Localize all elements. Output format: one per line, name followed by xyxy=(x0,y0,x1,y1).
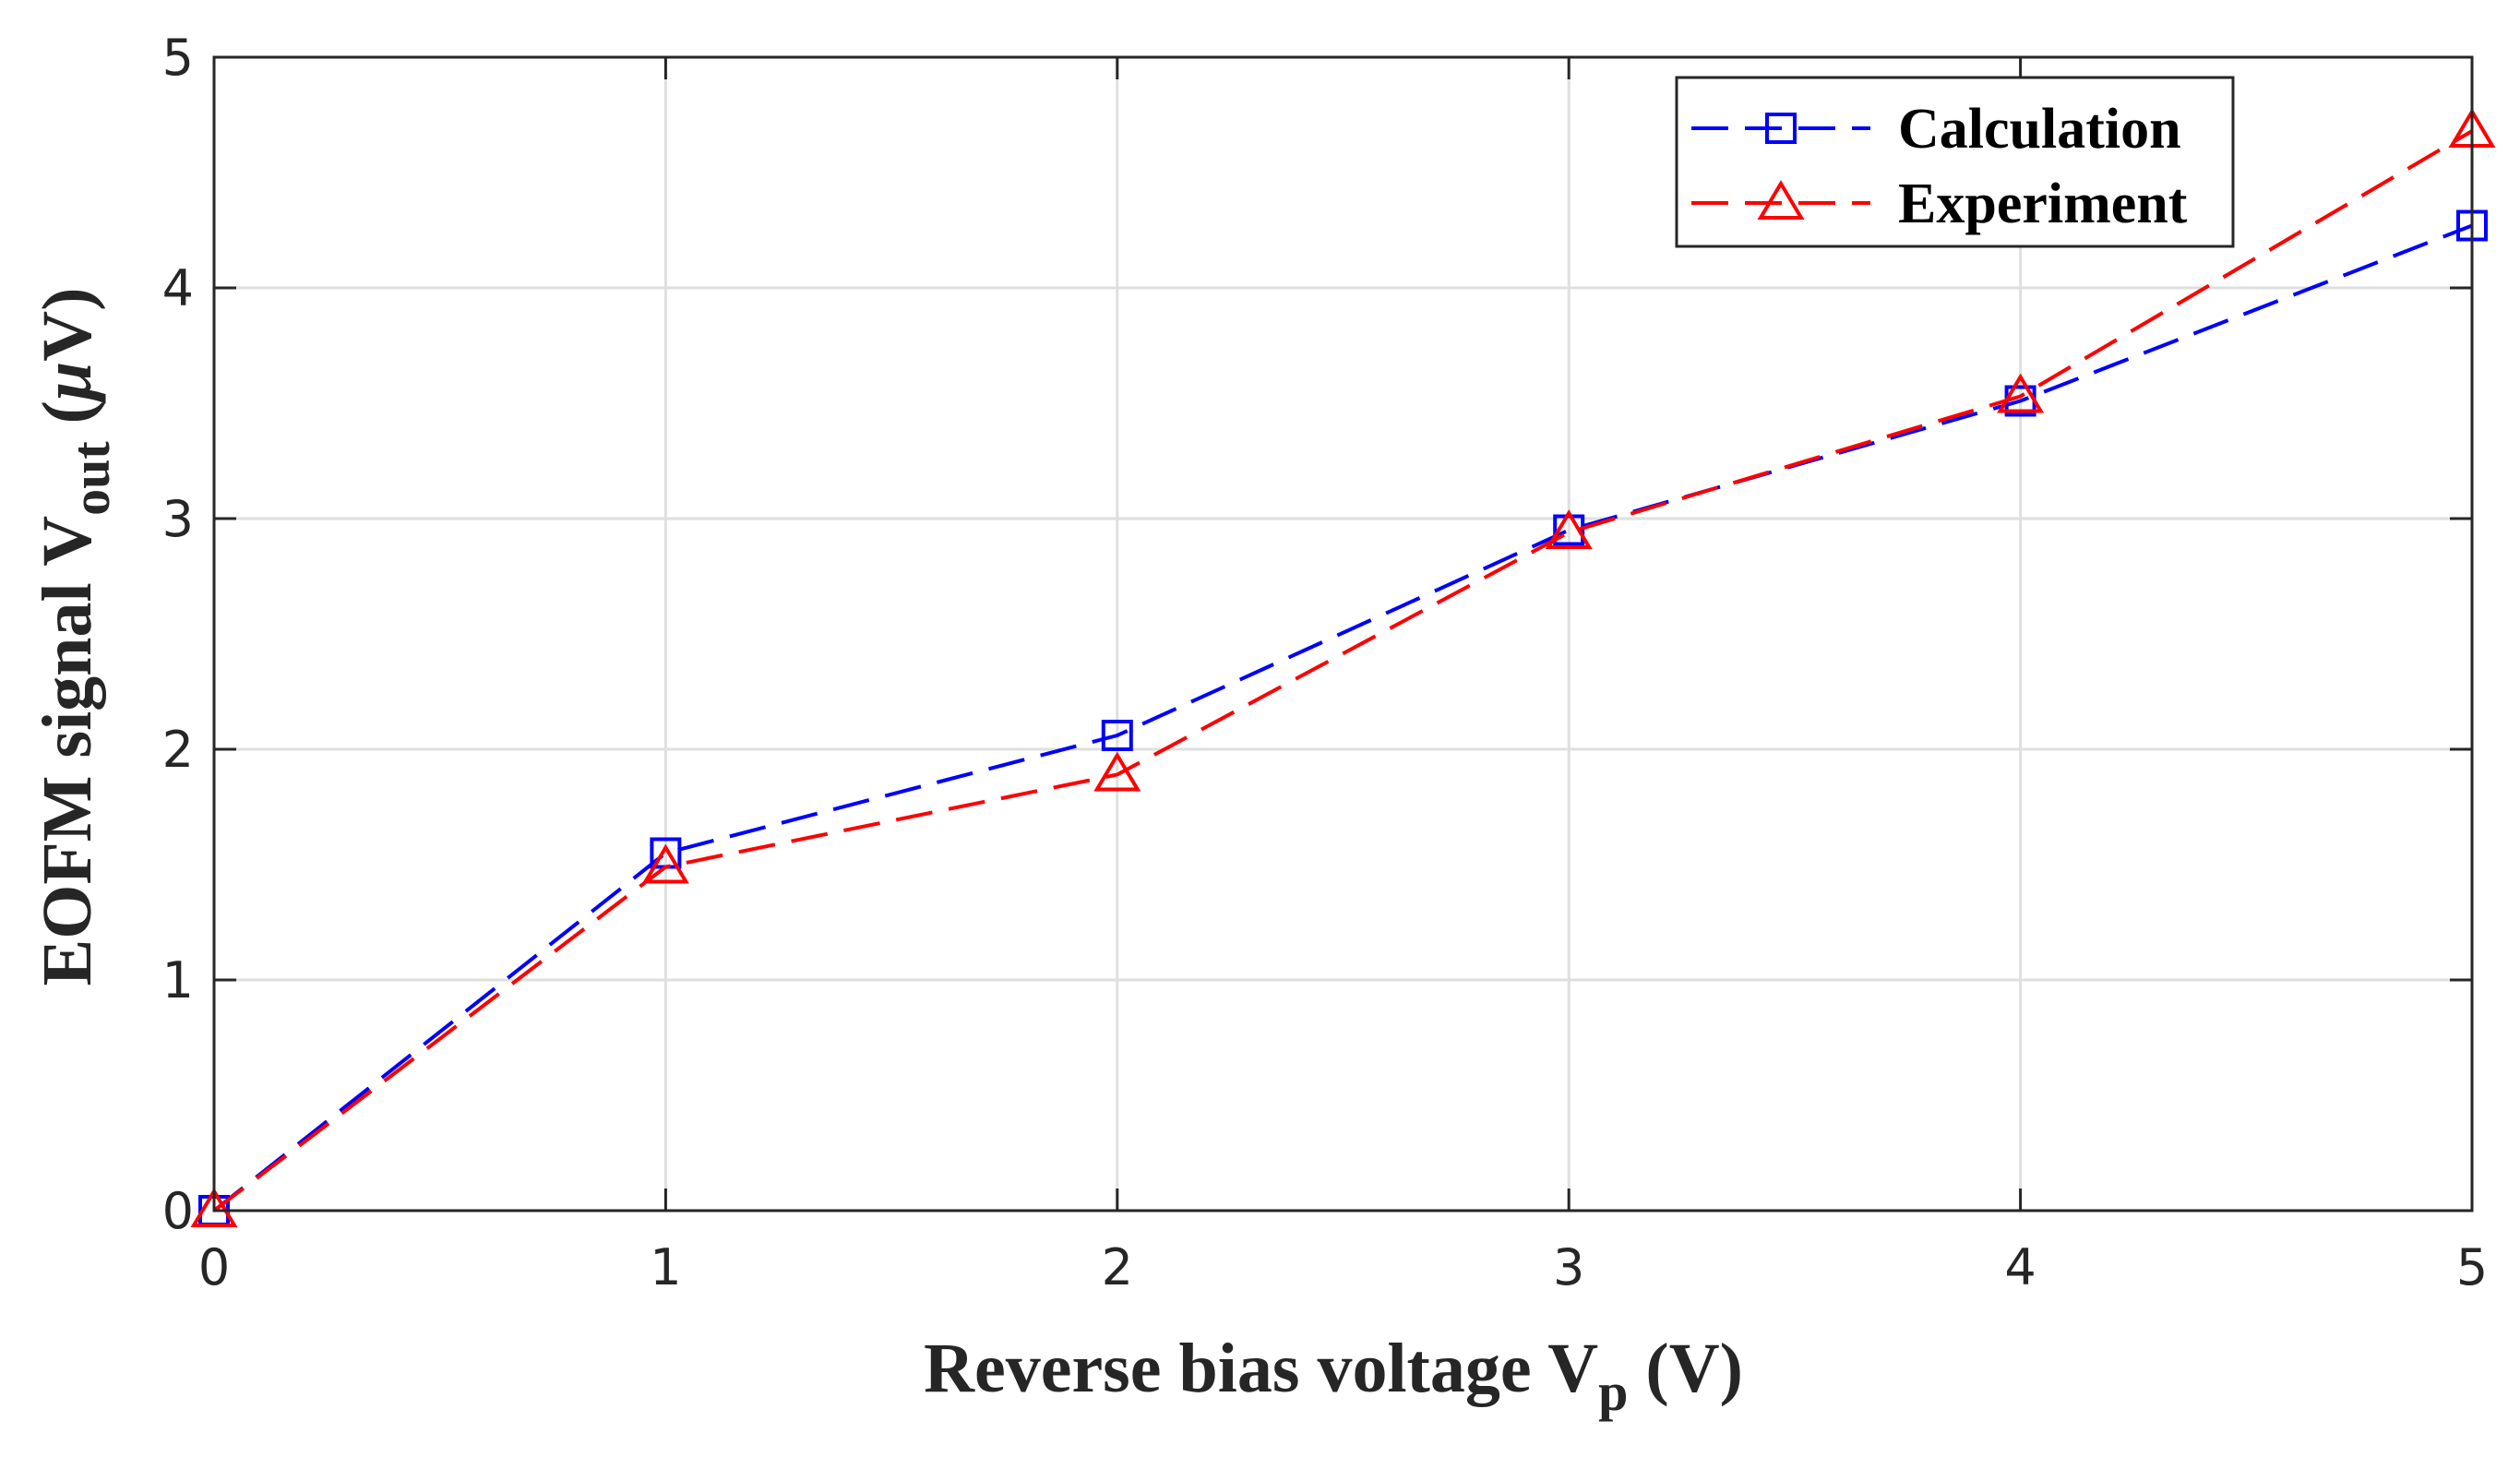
grid xyxy=(214,57,2472,1211)
x-tick-label: 3 xyxy=(1553,1238,1584,1296)
data-point-calculation xyxy=(1101,720,1133,751)
y-axis-title: EOFM signal Vout (μV) xyxy=(29,288,121,986)
data-point-experiment xyxy=(1093,751,1141,792)
x-tick-label: 2 xyxy=(1102,1238,1133,1296)
series-line-experiment xyxy=(212,129,2474,1212)
y-tick-label: 4 xyxy=(162,259,194,317)
y-tick-label: 1 xyxy=(162,951,194,1009)
ticks xyxy=(212,55,2474,1212)
data-point-experiment xyxy=(641,843,689,884)
series-line-calculation xyxy=(212,223,2473,1212)
plot-frame xyxy=(212,55,2474,1212)
y-tick-label: 2 xyxy=(162,721,194,779)
tick-labels: 0 1 2 3 4 5 0 1 2 3 4 5 xyxy=(162,29,2489,1296)
x-axis-title: Reverse bias voltage Vp (V) xyxy=(924,1330,1743,1422)
data-point-experiment xyxy=(1545,509,1593,549)
x-tick-label: 0 xyxy=(198,1238,230,1296)
x-tick-label: 5 xyxy=(2456,1238,2488,1296)
legend-marker-calculation xyxy=(1765,113,1797,144)
data-point-experiment xyxy=(190,1188,238,1227)
legend-label-calculation: Calculation xyxy=(1898,98,2181,161)
legend-label-experiment: Experiment xyxy=(1898,173,2188,235)
y-tick-label: 5 xyxy=(162,29,194,87)
legend: Calculation Experiment xyxy=(1675,76,2235,248)
legend-entries: Calculation Experiment xyxy=(1691,98,2188,235)
x-tick-label: 1 xyxy=(650,1238,681,1296)
legend-entry-calculation: Calculation xyxy=(1691,98,2181,161)
y-tick-label: 3 xyxy=(162,490,194,548)
y-tick-label: 0 xyxy=(162,1182,194,1240)
legend-marker-experiment xyxy=(1757,180,1805,220)
legend-entry-experiment: Experiment xyxy=(1691,173,2188,235)
data-point-experiment xyxy=(1997,373,2045,413)
series-experiment xyxy=(190,108,2496,1227)
x-tick-label: 4 xyxy=(2004,1238,2036,1296)
